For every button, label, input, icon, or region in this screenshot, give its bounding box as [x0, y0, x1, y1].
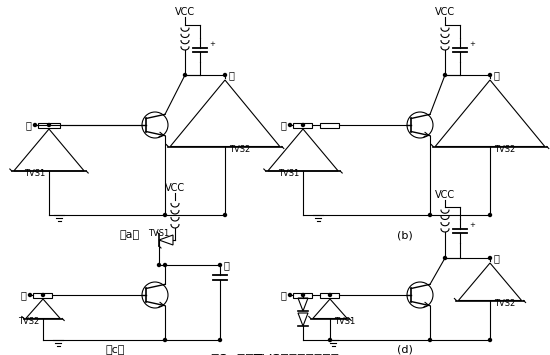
Text: VCC: VCC	[175, 7, 195, 17]
Text: 出: 出	[494, 70, 500, 80]
Text: TVS1: TVS1	[334, 317, 355, 326]
Text: （a）: （a）	[120, 230, 140, 240]
Circle shape	[47, 124, 51, 126]
Bar	[33, 293, 52, 297]
Text: 入: 入	[20, 290, 26, 300]
Circle shape	[163, 213, 167, 217]
Text: +: +	[469, 41, 475, 47]
Text: VCC: VCC	[165, 183, 185, 193]
Bar	[320, 293, 339, 297]
Text: VCC: VCC	[435, 190, 455, 200]
Circle shape	[488, 73, 492, 76]
Circle shape	[289, 124, 292, 126]
Circle shape	[163, 339, 167, 342]
Text: +: +	[209, 41, 215, 47]
Circle shape	[29, 294, 31, 296]
Text: TVS1: TVS1	[24, 169, 45, 179]
Text: (d): (d)	[397, 345, 413, 355]
Circle shape	[223, 73, 227, 76]
Circle shape	[443, 73, 447, 76]
Circle shape	[289, 294, 292, 296]
Circle shape	[328, 339, 332, 342]
Bar	[293, 122, 312, 127]
Circle shape	[41, 294, 45, 296]
Circle shape	[428, 213, 432, 217]
Text: 出: 出	[494, 253, 500, 263]
Text: TVS1: TVS1	[278, 169, 299, 179]
Text: (b): (b)	[397, 230, 413, 240]
Circle shape	[443, 257, 447, 260]
Circle shape	[428, 339, 432, 342]
Circle shape	[488, 339, 492, 342]
Circle shape	[218, 263, 222, 267]
Text: 入: 入	[280, 290, 286, 300]
Circle shape	[488, 213, 492, 217]
Circle shape	[301, 294, 305, 296]
Circle shape	[184, 73, 186, 76]
Text: 出: 出	[224, 260, 230, 270]
Bar	[293, 293, 312, 297]
Text: TVS2: TVS2	[494, 145, 515, 154]
Text: TVS2: TVS2	[494, 299, 515, 308]
Circle shape	[34, 124, 36, 126]
Circle shape	[488, 257, 492, 260]
Circle shape	[218, 339, 222, 342]
Text: TVS1: TVS1	[148, 229, 169, 239]
Circle shape	[301, 124, 305, 126]
Text: 入: 入	[25, 120, 31, 130]
Text: TVS2: TVS2	[229, 145, 250, 154]
Circle shape	[223, 213, 227, 217]
Circle shape	[163, 263, 167, 267]
Bar	[320, 122, 339, 127]
Text: 图3  基于TVS晶体管保护电路: 图3 基于TVS晶体管保护电路	[211, 352, 339, 355]
Text: VCC: VCC	[435, 7, 455, 17]
Text: 入: 入	[280, 120, 286, 130]
Text: +: +	[469, 222, 475, 228]
Circle shape	[157, 263, 161, 267]
Text: （c）: （c）	[105, 345, 125, 355]
Text: TVS2: TVS2	[18, 317, 39, 326]
Text: 出: 出	[229, 70, 235, 80]
Bar	[38, 122, 60, 127]
Circle shape	[328, 294, 332, 296]
